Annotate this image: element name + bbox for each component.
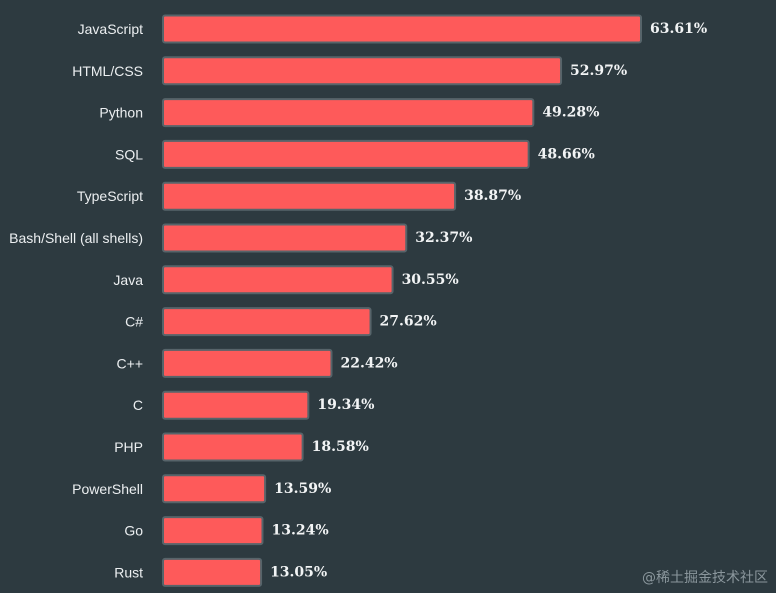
value-label: 48.66% bbox=[538, 146, 595, 162]
category-label: Java bbox=[113, 272, 143, 288]
value-label: 49.28% bbox=[542, 105, 599, 121]
value-label: 13.05% bbox=[270, 564, 327, 580]
value-label: 38.87% bbox=[464, 188, 521, 204]
value-label: 30.55% bbox=[402, 272, 459, 288]
value-label: 18.58% bbox=[312, 439, 369, 455]
category-label: TypeScript bbox=[77, 188, 143, 204]
bar bbox=[162, 348, 333, 378]
category-label: Python bbox=[99, 105, 143, 121]
bar bbox=[162, 181, 457, 211]
bar bbox=[162, 265, 394, 295]
bar bbox=[162, 432, 304, 462]
category-label: Go bbox=[124, 523, 143, 539]
value-label: 63.61% bbox=[650, 21, 707, 37]
category-label: C# bbox=[125, 314, 143, 330]
bar bbox=[162, 56, 563, 86]
bar bbox=[162, 390, 310, 420]
bar bbox=[162, 516, 264, 546]
category-label: SQL bbox=[115, 146, 143, 162]
value-label: 19.34% bbox=[317, 397, 374, 413]
category-label: Bash/Shell (all shells) bbox=[9, 230, 143, 246]
watermark: @稀土掘金技术社区 bbox=[642, 570, 768, 586]
category-label: Rust bbox=[114, 564, 143, 580]
bar bbox=[162, 307, 372, 337]
bar bbox=[162, 557, 263, 587]
value-label: 13.24% bbox=[271, 523, 328, 539]
value-label: 27.62% bbox=[380, 314, 437, 330]
category-label: PowerShell bbox=[72, 481, 143, 497]
category-label: C++ bbox=[117, 355, 143, 371]
category-label: C bbox=[133, 397, 143, 413]
bar bbox=[162, 14, 642, 44]
category-label: PHP bbox=[114, 439, 143, 455]
bar bbox=[162, 139, 530, 169]
bar bbox=[162, 474, 267, 504]
value-label: 13.59% bbox=[274, 481, 331, 497]
value-label: 32.37% bbox=[415, 230, 472, 246]
bar bbox=[162, 98, 535, 128]
bar bbox=[162, 223, 408, 253]
value-label: 52.97% bbox=[570, 63, 627, 79]
value-label: 22.42% bbox=[340, 355, 397, 371]
category-label: JavaScript bbox=[78, 21, 143, 37]
category-label: HTML/CSS bbox=[72, 63, 143, 79]
